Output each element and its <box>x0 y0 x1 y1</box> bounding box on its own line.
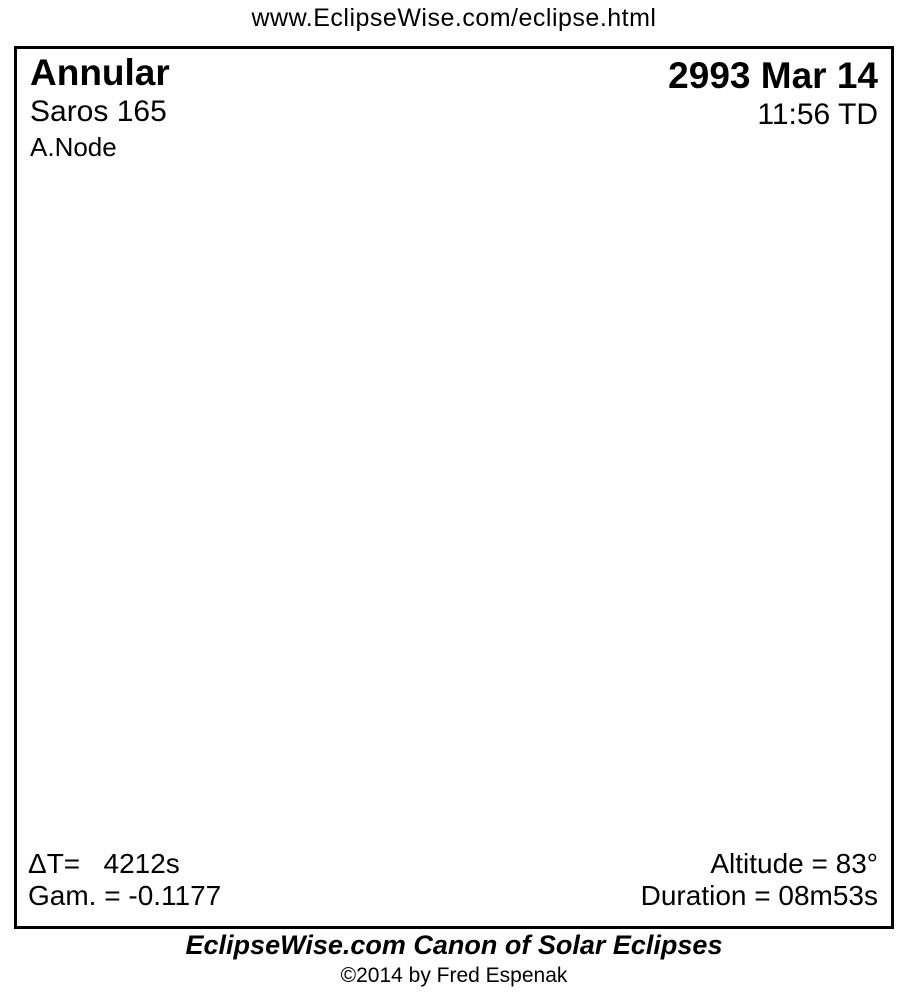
eclipse-info-bottom-left: ΔT= 4212s Gam. = -0.1177 <box>28 848 221 912</box>
eclipse-info-top-right: 2993 Mar 14 11:56 TD <box>668 55 878 132</box>
eclipse-time-label: 11:56 TD <box>757 98 878 132</box>
gamma-label: Gam. = -0.1177 <box>28 879 222 911</box>
footer-title: EclipseWise.com Canon of Solar Eclipses <box>185 930 723 960</box>
eclipse-date-label: 2993 Mar 14 <box>668 55 878 96</box>
duration-label: Duration = 08m53s <box>640 879 878 911</box>
footer: EclipseWise.com Canon of Solar Eclipses … <box>0 930 908 988</box>
saros-label: Saros 165 <box>30 95 167 129</box>
eclipse-type-label: Annular <box>30 52 170 93</box>
page-url-text: www.EclipseWise.com/eclipse.html <box>251 4 657 32</box>
eclipse-info-top-left: Annular Saros 165 A.Node <box>30 52 170 162</box>
altitude-label: Altitude = 83° <box>710 847 878 879</box>
delta-t-label: ΔT= 4212s <box>28 847 180 879</box>
node-label: A.Node <box>30 132 117 163</box>
footer-copyright: ©2014 by Fred Espenak <box>340 964 568 987</box>
eclipse-info-bottom-right: Altitude = 83° Duration = 08m53s <box>641 848 878 912</box>
map-frame-border <box>14 46 894 929</box>
